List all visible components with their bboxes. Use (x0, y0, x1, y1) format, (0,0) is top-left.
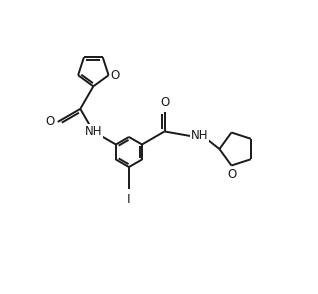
Text: O: O (110, 69, 120, 82)
Text: O: O (227, 168, 237, 181)
Text: I: I (127, 193, 131, 206)
Text: O: O (46, 116, 55, 128)
Text: NH: NH (191, 129, 208, 143)
Text: NH: NH (85, 125, 102, 138)
Text: O: O (160, 96, 169, 108)
